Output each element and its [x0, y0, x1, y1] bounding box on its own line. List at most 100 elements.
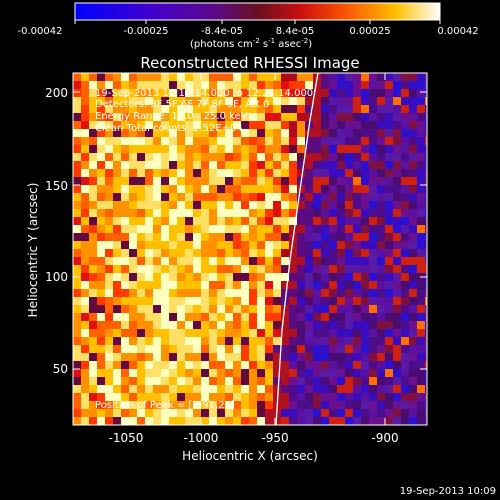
heatmap-pixel: [201, 417, 209, 425]
heatmap-pixel: [121, 297, 129, 305]
heatmap-pixel: [281, 73, 289, 81]
colorbar-tick-label: 0.00042: [437, 26, 478, 37]
x-axis-label: Heliocentric X (arcsec): [182, 449, 318, 463]
heatmap-pixel: [185, 137, 193, 145]
heatmap-pixel: [265, 217, 273, 225]
heatmap-pixel: [353, 217, 361, 225]
heatmap-pixel: [217, 201, 225, 209]
heatmap-pixel: [329, 297, 337, 305]
heatmap-pixel: [393, 297, 401, 305]
heatmap-pixel: [185, 281, 193, 289]
heatmap-pixel: [353, 273, 361, 281]
heatmap-pixel: [209, 377, 217, 385]
heatmap-pixel: [225, 161, 233, 169]
heatmap-pixel: [249, 89, 257, 97]
heatmap-pixel: [89, 297, 97, 305]
heatmap-pixel: [97, 97, 105, 105]
heatmap-pixel: [209, 273, 217, 281]
heatmap-pixel: [217, 329, 225, 337]
heatmap-pixel: [81, 225, 89, 233]
heatmap-pixel: [369, 281, 377, 289]
heatmap-pixel: [161, 89, 169, 97]
heatmap-pixel: [425, 329, 427, 337]
heatmap-pixel: [393, 377, 401, 385]
heatmap-pixel: [265, 257, 273, 265]
heatmap-pixel: [393, 345, 401, 353]
heatmap-pixel: [209, 297, 217, 305]
heatmap-pixel: [329, 73, 337, 81]
heatmap-pixel: [265, 225, 273, 233]
heatmap-pixel: [281, 137, 289, 145]
heatmap-pixel: [265, 313, 273, 321]
heatmap-pixel: [329, 201, 337, 209]
heatmap-pixel: [321, 137, 329, 145]
heatmap-pixel: [409, 217, 417, 225]
heatmap-pixel: [297, 209, 305, 217]
heatmap-pixel: [425, 169, 427, 177]
heatmap-pixel: [297, 233, 305, 241]
heatmap-pixel: [321, 401, 329, 409]
heatmap-pixel: [393, 145, 401, 153]
heatmap-pixel: [329, 121, 337, 129]
heatmap-pixel: [201, 249, 209, 257]
heatmap-pixel: [97, 353, 105, 361]
heatmap-pixel: [361, 265, 369, 273]
heatmap-pixel: [225, 281, 233, 289]
heatmap-pixel: [177, 73, 185, 81]
heatmap-pixel: [193, 161, 201, 169]
colorbar: [74, 2, 441, 21]
x-tick-label: -950: [261, 431, 288, 445]
heatmap-pixel: [369, 361, 377, 369]
heatmap-pixel: [273, 241, 281, 249]
heatmap-pixel: [73, 409, 81, 417]
heatmap-pixel: [145, 89, 153, 97]
heatmap-pixel: [193, 89, 201, 97]
heatmap-pixel: [121, 193, 129, 201]
heatmap-pixel: [329, 417, 337, 425]
heatmap-pixel: [273, 249, 281, 257]
heatmap-pixel: [377, 369, 385, 377]
heatmap-pixel: [241, 377, 249, 385]
heatmap-pixel: [265, 177, 273, 185]
heatmap-pixel: [345, 241, 353, 249]
heatmap-pixel: [177, 369, 185, 377]
heatmap-pixel: [241, 121, 249, 129]
heatmap-pixel: [425, 409, 427, 417]
heatmap-pixel: [137, 169, 145, 177]
heatmap-pixel: [273, 321, 281, 329]
heatmap-pixel: [321, 193, 329, 201]
heatmap-pixel: [361, 377, 369, 385]
heatmap-pixel: [265, 361, 273, 369]
heatmap-pixel: [201, 305, 209, 313]
heatmap-pixel: [377, 289, 385, 297]
heatmap-pixel: [89, 201, 97, 209]
heatmap-pixel: [417, 313, 425, 321]
heatmap-pixel: [409, 417, 417, 425]
heatmap-pixel: [369, 137, 377, 145]
heatmap-pixel: [209, 121, 217, 129]
heatmap-pixel: [409, 353, 417, 361]
heatmap-pixel: [145, 353, 153, 361]
heatmap-pixel: [161, 417, 169, 425]
heatmap-pixel: [313, 409, 321, 417]
heatmap-pixel: [401, 393, 409, 401]
heatmap-pixel: [353, 337, 361, 345]
heatmap-pixel: [313, 113, 321, 121]
heatmap-pixel: [169, 409, 177, 417]
heatmap-pixel: [121, 345, 129, 353]
heatmap-pixel: [369, 193, 377, 201]
heatmap-pixel: [217, 137, 225, 145]
heatmap-pixel: [161, 73, 169, 81]
heatmap-pixel: [73, 401, 81, 409]
heatmap-pixel: [177, 105, 185, 113]
heatmap-pixel: [385, 305, 393, 313]
heatmap-pixel: [113, 281, 121, 289]
heatmap-pixel: [209, 81, 217, 89]
heatmap-pixel: [249, 345, 257, 353]
heatmap-pixel: [265, 409, 273, 417]
heatmap-pixel: [81, 209, 89, 217]
heatmap-pixel: [169, 209, 177, 217]
heatmap-pixel: [361, 97, 369, 105]
heatmap-pixel: [105, 225, 113, 233]
heatmap-pixel: [305, 361, 313, 369]
